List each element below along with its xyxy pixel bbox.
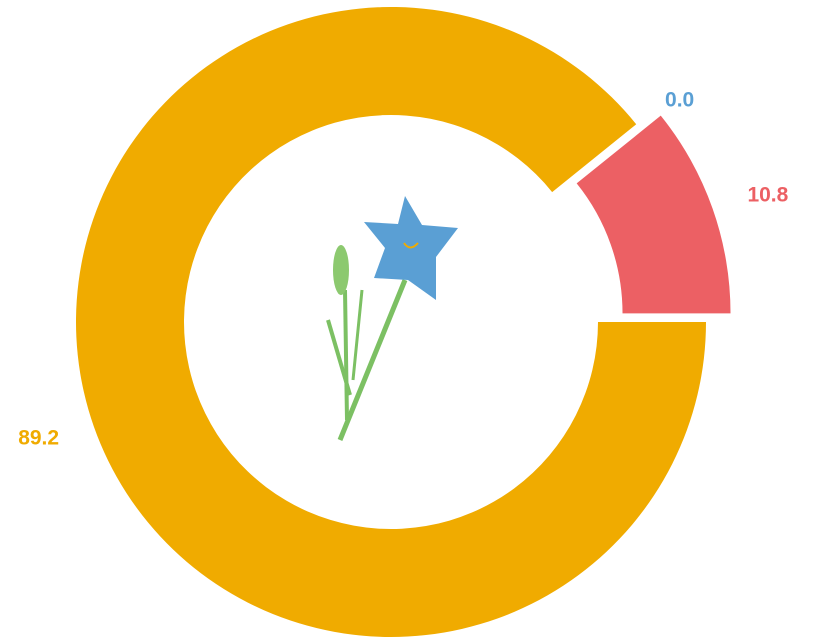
donut-slice — [75, 6, 706, 637]
donut-slice — [576, 115, 731, 314]
flower-icon — [326, 196, 458, 441]
value-label: 89.2 — [18, 427, 59, 450]
value-label: 0.0 — [665, 89, 694, 112]
value-label: 10.8 — [747, 184, 788, 207]
